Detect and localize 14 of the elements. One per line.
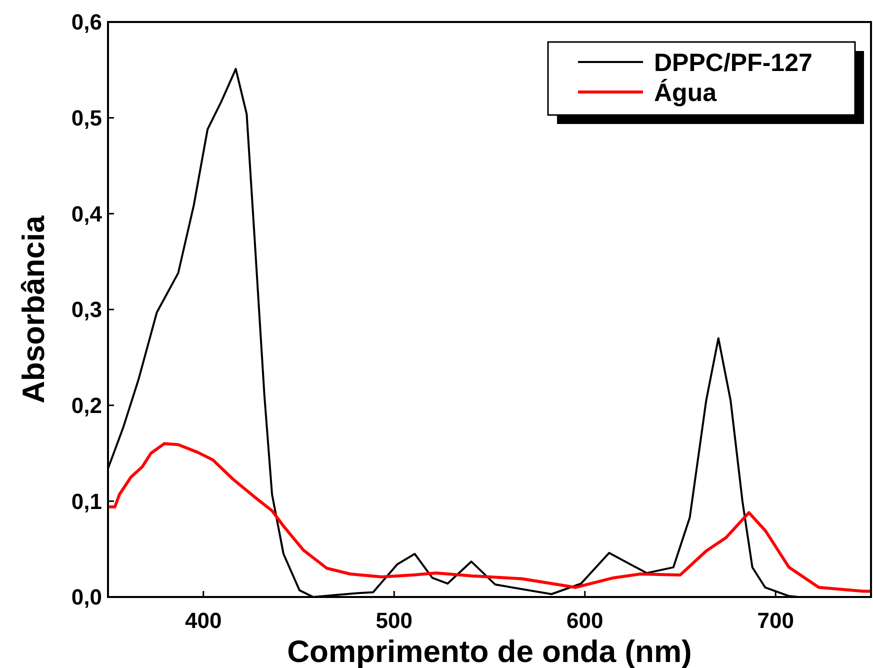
y-tick-label: 0,5 bbox=[71, 106, 102, 131]
x-tick-label: 500 bbox=[376, 608, 412, 633]
y-tick-label: 0,3 bbox=[71, 297, 102, 322]
y-tick-label: 0,2 bbox=[71, 393, 102, 418]
x-tick-label: 400 bbox=[185, 608, 222, 633]
y-axis-title: Absorbância bbox=[16, 214, 51, 404]
legend-label: Água bbox=[654, 78, 718, 107]
y-tick-label: 0,0 bbox=[71, 584, 102, 610]
x-tick-label: 700 bbox=[757, 608, 794, 633]
y-tick-label: 0,6 bbox=[71, 10, 102, 35]
legend-label: DPPC/PF-127 bbox=[654, 48, 812, 77]
x-tick-label: 600 bbox=[566, 608, 604, 633]
y-tick-label: 0,1 bbox=[71, 488, 102, 514]
y-tick-label: 0,4 bbox=[71, 201, 103, 226]
